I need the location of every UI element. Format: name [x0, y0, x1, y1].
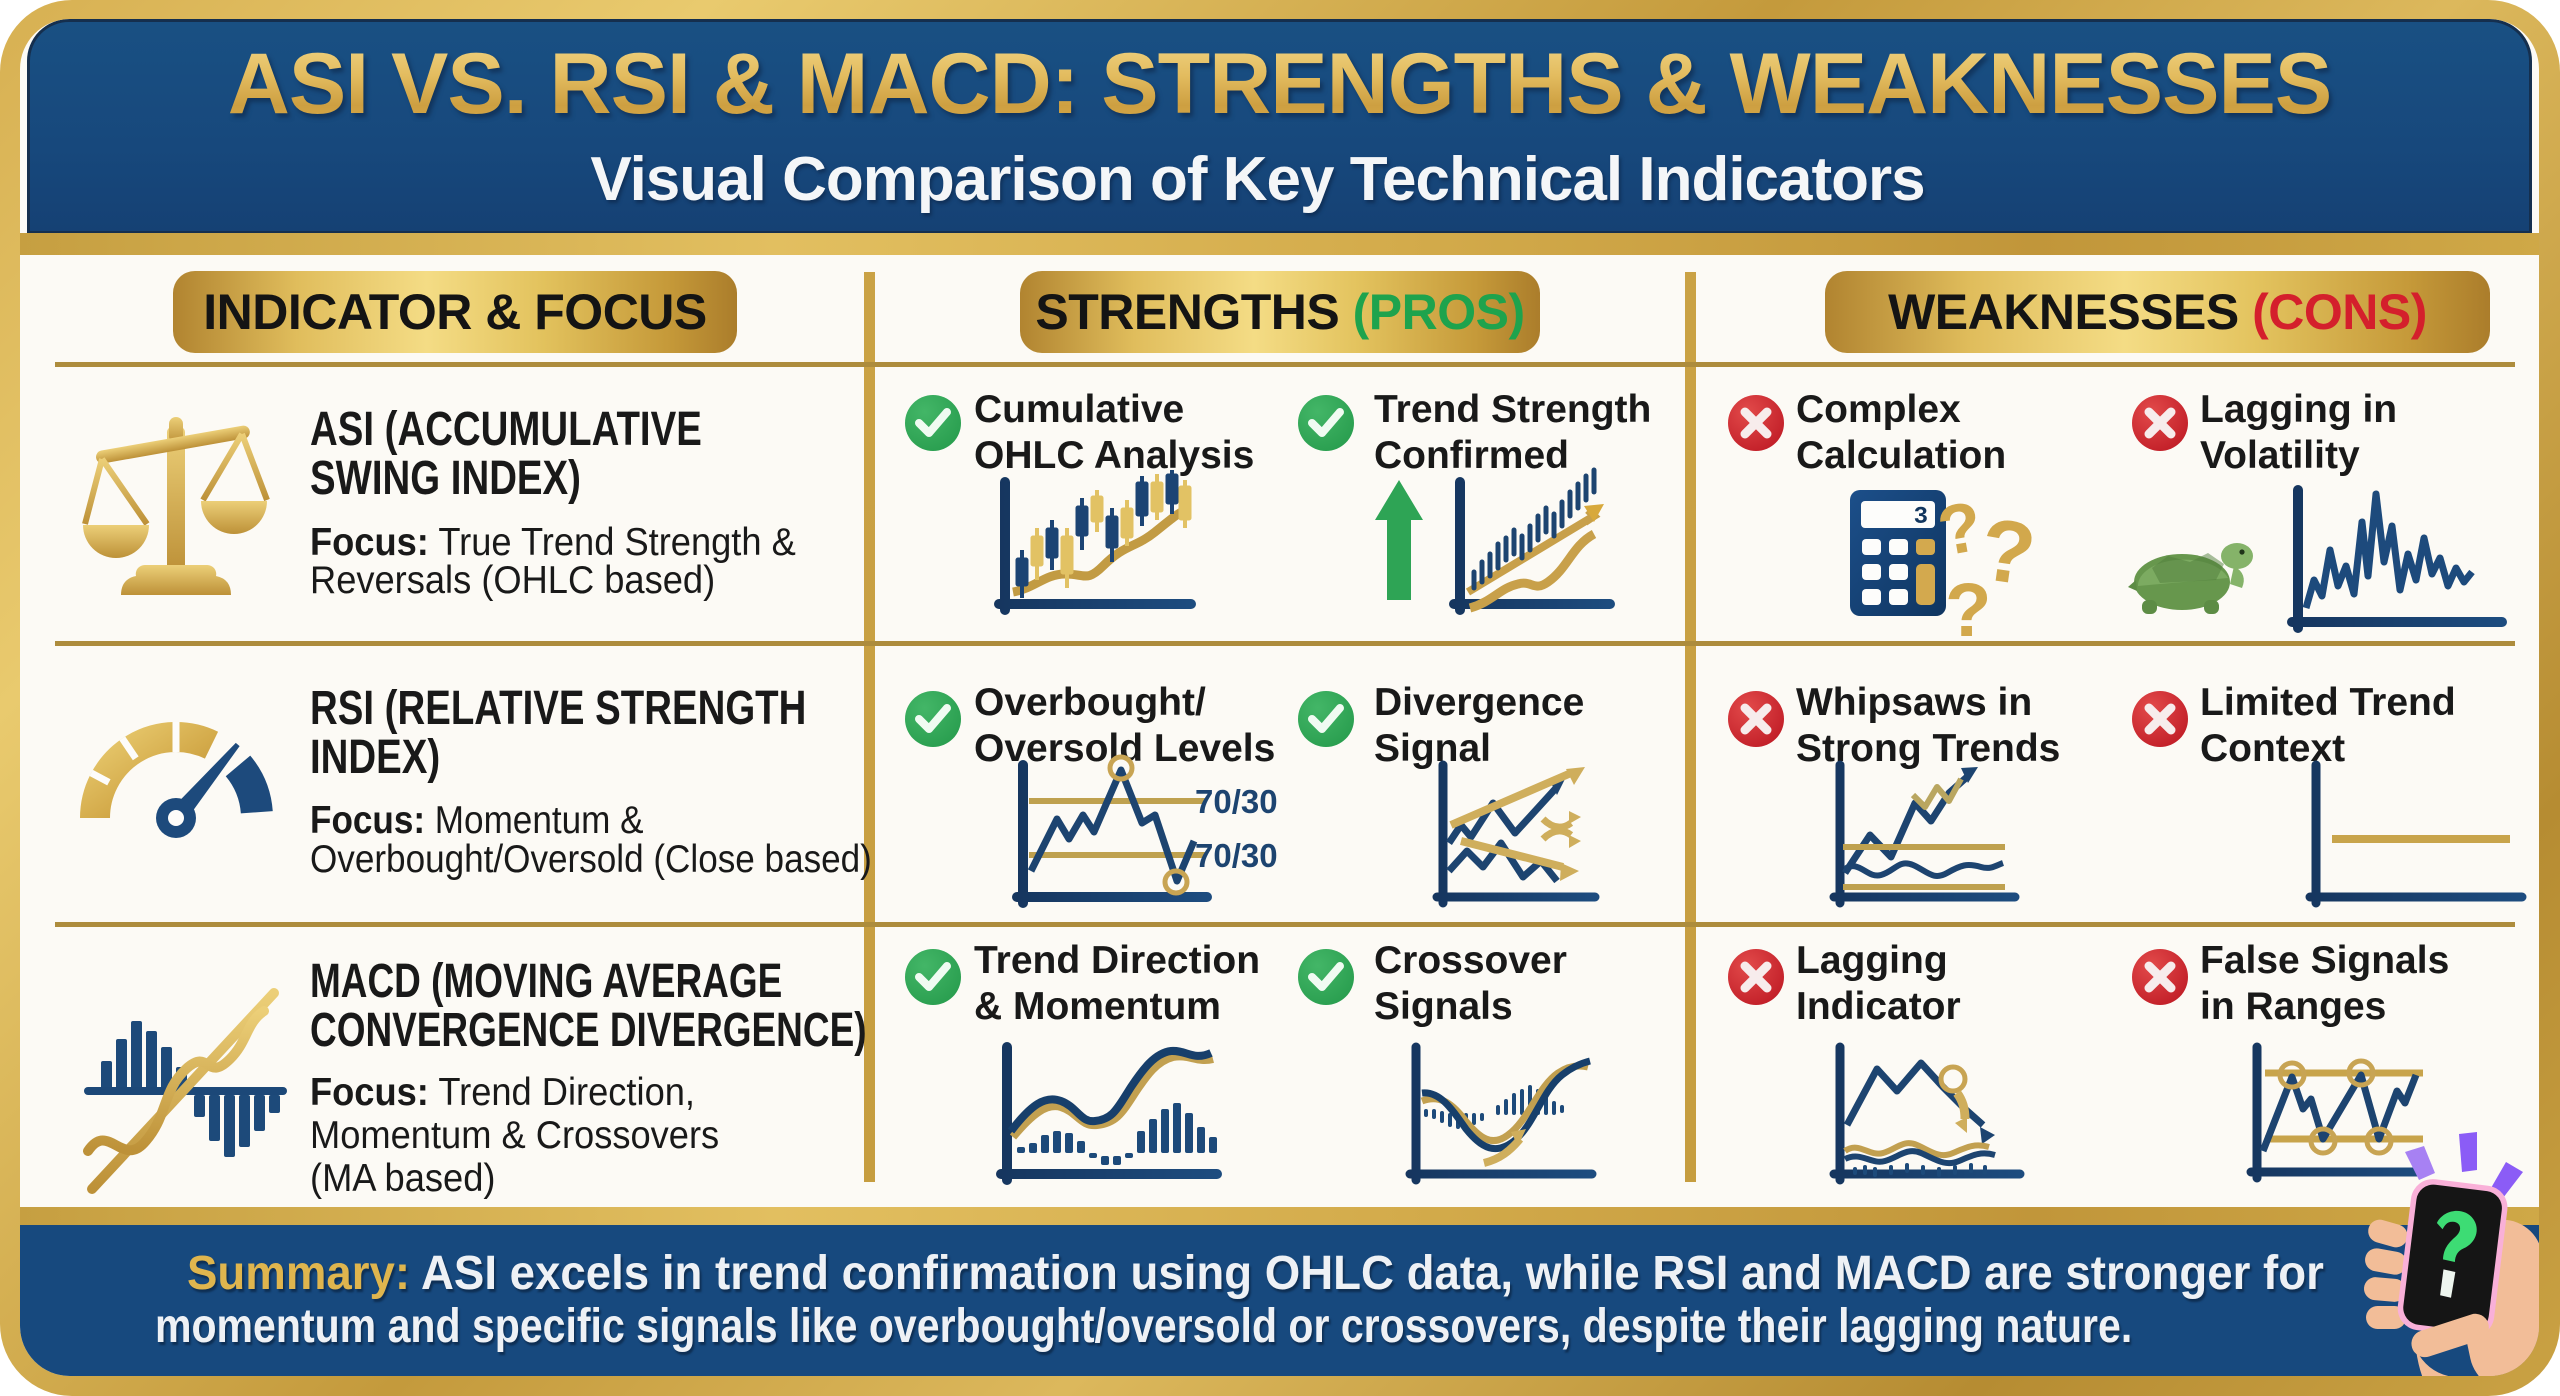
- svg-text:70/30: 70/30: [1195, 837, 1278, 874]
- svg-text:70/30: 70/30: [1195, 783, 1278, 820]
- svg-text:?: ?: [1945, 568, 1991, 653]
- svg-text:3: 3: [1914, 504, 1928, 531]
